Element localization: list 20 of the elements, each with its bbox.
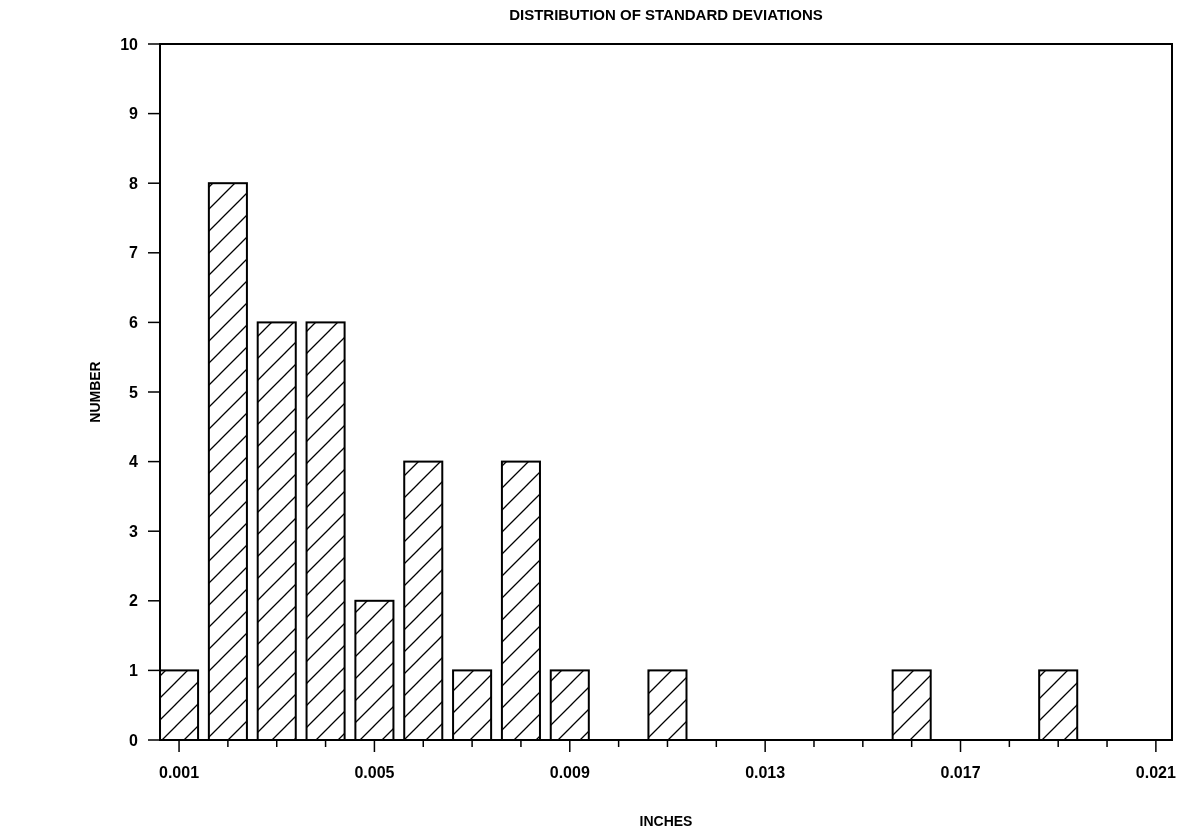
y-tick-label: 2 (129, 592, 139, 610)
chart-title: DISTRIBUTION OF STANDARD DEVIATIONS (509, 6, 823, 23)
x-tick-label: 0.009 (549, 764, 590, 781)
y-tick-label: 7 (129, 244, 139, 262)
x-tick-label: 0.017 (940, 764, 981, 781)
x-tick-label: 0.001 (159, 764, 200, 781)
y-tick-label: 3 (129, 522, 139, 540)
y-tick-label: 5 (129, 383, 139, 401)
y-tick-label: 9 (129, 105, 139, 123)
y-tick-label: 10 (120, 35, 139, 53)
y-tick-label: 1 (129, 662, 139, 679)
y-tick-label: 4 (129, 453, 139, 471)
y-tick-label: 8 (129, 174, 139, 192)
y-tick-label: 6 (129, 314, 139, 331)
y-axis-title: NUMBER (87, 361, 103, 423)
x-tick-label: 0.013 (745, 764, 786, 781)
x-tick-label: 0.005 (354, 764, 395, 781)
x-axis-title: INCHES (639, 813, 693, 829)
y-tick-label: 0 (129, 731, 139, 749)
x-tick-label: 0.021 (1135, 764, 1176, 781)
